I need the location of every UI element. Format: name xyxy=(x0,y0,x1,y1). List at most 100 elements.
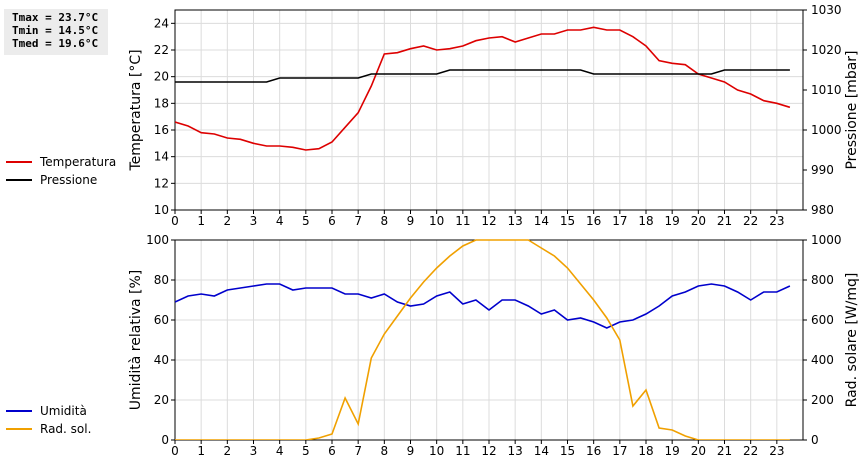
x-tick-label: 23 xyxy=(769,444,784,458)
x-tick-label: 22 xyxy=(743,214,758,228)
x-tick-label: 1 xyxy=(197,444,205,458)
x-tick-label: 12 xyxy=(481,214,496,228)
x-tick-label: 3 xyxy=(250,214,258,228)
x-tick-label: 13 xyxy=(508,444,523,458)
series-line-umidit- xyxy=(175,283,791,329)
x-tick-label: 19 xyxy=(665,214,680,228)
x-tick-label: 13 xyxy=(508,214,523,228)
stats-box: Tmax = 23.7°C Tmin = 14.5°C Tmed = 19.6°… xyxy=(4,9,108,55)
x-tick-label: 4 xyxy=(276,214,284,228)
x-tick-label: 2 xyxy=(224,214,232,228)
x-tick-label: 3 xyxy=(250,444,258,458)
x-tick-label: 5 xyxy=(302,444,310,458)
series-line-rad-sol- xyxy=(175,239,790,440)
legend-bottom: Umidità Rad. sol. xyxy=(6,402,91,438)
legend-swatch-umidita xyxy=(6,410,32,412)
legend-label-radsol: Rad. sol. xyxy=(40,422,92,436)
y-tick-label-left: 14 xyxy=(154,150,169,164)
x-tick-label: 11 xyxy=(455,214,470,228)
legend-label-pressione: Pressione xyxy=(40,173,98,187)
y-tick-label-left: 22 xyxy=(154,43,169,57)
legend-label-temperatura: Temperatura xyxy=(40,155,117,169)
x-tick-label: 0 xyxy=(171,444,179,458)
x-tick-label: 20 xyxy=(691,214,706,228)
x-tick-label: 14 xyxy=(534,444,549,458)
x-tick-label: 21 xyxy=(717,444,732,458)
legend-item-pressione: Pressione xyxy=(6,171,116,189)
y-tick-label-right: 1030 xyxy=(811,3,842,17)
tmin-label: Tmin = 14.5°C xyxy=(12,24,99,37)
y-tick-label-right: 990 xyxy=(811,163,834,177)
y-tick-label-right: 400 xyxy=(811,353,834,367)
x-tick-label: 7 xyxy=(354,214,362,228)
legend-label-umidita: Umidità xyxy=(40,404,87,418)
legend-top: Temperatura Pressione xyxy=(6,153,116,189)
y-tick-label-right: 1020 xyxy=(811,43,842,57)
x-tick-label: 6 xyxy=(328,214,336,228)
x-tick-label: 20 xyxy=(691,444,706,458)
x-tick-label: 0 xyxy=(171,214,179,228)
y-tick-label-left: 0 xyxy=(161,433,169,447)
x-tick-label: 19 xyxy=(665,444,680,458)
x-tick-label: 6 xyxy=(328,444,336,458)
x-tick-label: 9 xyxy=(407,214,415,228)
x-tick-label: 9 xyxy=(407,444,415,458)
x-tick-label: 15 xyxy=(560,214,575,228)
x-tick-label: 17 xyxy=(612,214,627,228)
legend-swatch-temperatura xyxy=(6,161,32,163)
y-tick-label-left: 80 xyxy=(154,273,169,287)
y-tick-label-left: 18 xyxy=(154,96,169,110)
y-tick-label-left: 40 xyxy=(154,353,169,367)
x-tick-label: 4 xyxy=(276,444,284,458)
series-line-pressione xyxy=(175,69,790,83)
x-tick-label: 1 xyxy=(197,214,205,228)
legend-item-radsol: Rad. sol. xyxy=(6,420,91,438)
x-tick-label: 8 xyxy=(381,214,389,228)
y-tick-label-right: 1000 xyxy=(811,123,842,137)
x-tick-label: 7 xyxy=(354,444,362,458)
x-tick-label: 5 xyxy=(302,214,310,228)
x-tick-label: 10 xyxy=(429,444,444,458)
y-tick-label-left: 12 xyxy=(154,176,169,190)
y-tick-label-left: 24 xyxy=(154,16,169,30)
x-tick-label: 14 xyxy=(534,214,549,228)
y-tick-label-right: 600 xyxy=(811,313,834,327)
tmax-label: Tmax = 23.7°C xyxy=(12,11,99,24)
y-tick-label-right: 0 xyxy=(811,433,819,447)
legend-swatch-radsol xyxy=(6,428,32,430)
y-tick-label-left: 20 xyxy=(154,393,169,407)
x-tick-label: 8 xyxy=(381,444,389,458)
chart-panel-0: 0 1 2 3 4 5 6 7 8 9 10 11 12 13 14 15 16 17 18 19 20 21 22 2310… xyxy=(128,3,860,228)
x-tick-label: 16 xyxy=(586,444,601,458)
legend-item-umidita: Umidità xyxy=(6,402,91,420)
x-tick-label: 18 xyxy=(638,214,653,228)
chart-panel-1: 0 1 2 3 4 5 6 7 8 9 10 11 12 13 14 15 16 17 18 19 20 21 22 2302… xyxy=(128,233,860,458)
x-tick-label: 23 xyxy=(769,214,784,228)
x-tick-label: 11 xyxy=(455,444,470,458)
y-tick-label-left: 10 xyxy=(154,203,169,217)
x-tick-label: 15 xyxy=(560,444,575,458)
y-tick-label-left: 20 xyxy=(154,70,169,84)
y-axis-title-right: Rad. solare [W/mq] xyxy=(844,273,860,408)
y-tick-label-right: 800 xyxy=(811,273,834,287)
y-tick-label-right: 1000 xyxy=(811,233,842,247)
y-tick-label-left: 100 xyxy=(146,233,169,247)
legend-swatch-pressione xyxy=(6,179,32,181)
tmed-label: Tmed = 19.6°C xyxy=(12,37,99,50)
y-tick-label-right: 200 xyxy=(811,393,834,407)
x-tick-label: 10 xyxy=(429,214,444,228)
y-axis-title-left: Umidità relativa [%] xyxy=(128,270,144,411)
x-tick-label: 16 xyxy=(586,214,601,228)
y-axis-title-right: Pressione [mbar] xyxy=(844,50,860,169)
x-tick-label: 18 xyxy=(638,444,653,458)
y-tick-label-right: 980 xyxy=(811,203,834,217)
y-tick-label-left: 60 xyxy=(154,313,169,327)
y-axis-title-left: Temperatura [°C] xyxy=(128,49,144,171)
x-tick-label: 22 xyxy=(743,444,758,458)
series-line-temperatura xyxy=(175,26,791,151)
y-tick-label-right: 1010 xyxy=(811,83,842,97)
x-tick-label: 2 xyxy=(224,444,232,458)
x-tick-label: 12 xyxy=(481,444,496,458)
legend-item-temperatura: Temperatura xyxy=(6,153,116,171)
